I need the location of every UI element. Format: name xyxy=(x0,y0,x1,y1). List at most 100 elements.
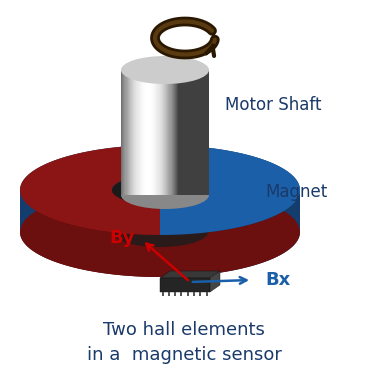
Polygon shape xyxy=(186,70,187,195)
Polygon shape xyxy=(129,70,130,195)
Polygon shape xyxy=(204,70,205,195)
Polygon shape xyxy=(157,70,158,195)
Polygon shape xyxy=(132,70,133,195)
Polygon shape xyxy=(160,278,210,292)
Polygon shape xyxy=(170,70,171,195)
Polygon shape xyxy=(164,70,165,195)
Polygon shape xyxy=(160,70,162,195)
Polygon shape xyxy=(143,70,144,195)
Polygon shape xyxy=(20,145,160,235)
Polygon shape xyxy=(205,70,206,195)
Polygon shape xyxy=(142,70,143,195)
Polygon shape xyxy=(133,70,134,195)
Text: Motor Shaft: Motor Shaft xyxy=(225,96,322,114)
Polygon shape xyxy=(210,271,220,292)
Polygon shape xyxy=(144,70,145,195)
Ellipse shape xyxy=(121,181,209,209)
Polygon shape xyxy=(168,292,170,296)
Polygon shape xyxy=(199,292,201,296)
Polygon shape xyxy=(206,70,207,195)
Polygon shape xyxy=(148,70,149,195)
Polygon shape xyxy=(123,70,124,195)
Polygon shape xyxy=(160,187,300,277)
Polygon shape xyxy=(20,145,300,232)
Polygon shape xyxy=(195,70,196,195)
Polygon shape xyxy=(138,70,139,195)
Polygon shape xyxy=(207,70,208,195)
Text: Two hall elements: Two hall elements xyxy=(103,321,265,339)
Polygon shape xyxy=(155,70,156,195)
Polygon shape xyxy=(181,70,183,195)
Polygon shape xyxy=(180,292,182,296)
Polygon shape xyxy=(176,70,177,195)
Polygon shape xyxy=(173,70,174,195)
Polygon shape xyxy=(162,292,164,296)
Polygon shape xyxy=(152,70,153,195)
Polygon shape xyxy=(197,70,198,195)
Polygon shape xyxy=(160,145,300,235)
Polygon shape xyxy=(201,70,202,195)
Polygon shape xyxy=(187,292,189,296)
Polygon shape xyxy=(20,190,300,277)
Polygon shape xyxy=(174,70,175,195)
Polygon shape xyxy=(192,70,194,195)
Polygon shape xyxy=(202,70,204,195)
Polygon shape xyxy=(208,70,209,195)
Polygon shape xyxy=(191,70,192,195)
Polygon shape xyxy=(124,70,125,195)
Polygon shape xyxy=(183,70,184,195)
Polygon shape xyxy=(177,70,178,195)
Polygon shape xyxy=(206,292,208,296)
Ellipse shape xyxy=(121,56,209,84)
Polygon shape xyxy=(156,70,157,195)
Polygon shape xyxy=(122,70,123,195)
Polygon shape xyxy=(151,70,152,195)
Polygon shape xyxy=(190,70,191,195)
Polygon shape xyxy=(112,190,208,247)
Text: Bx: Bx xyxy=(265,271,290,289)
Polygon shape xyxy=(187,70,188,195)
Polygon shape xyxy=(174,292,176,296)
Polygon shape xyxy=(165,70,166,195)
Polygon shape xyxy=(198,70,199,195)
Polygon shape xyxy=(139,70,140,195)
Polygon shape xyxy=(127,70,128,195)
Polygon shape xyxy=(168,70,169,195)
Polygon shape xyxy=(140,70,141,195)
Polygon shape xyxy=(169,70,170,195)
Polygon shape xyxy=(188,70,189,195)
Polygon shape xyxy=(162,70,163,195)
Polygon shape xyxy=(199,70,200,195)
Text: in a  magnetic sensor: in a magnetic sensor xyxy=(86,346,282,364)
Text: Magnet: Magnet xyxy=(265,183,327,201)
Polygon shape xyxy=(196,70,197,195)
Polygon shape xyxy=(153,70,154,195)
Polygon shape xyxy=(134,70,135,195)
Polygon shape xyxy=(180,70,181,195)
Polygon shape xyxy=(131,70,132,195)
Polygon shape xyxy=(200,70,201,195)
Text: By: By xyxy=(109,229,135,247)
Polygon shape xyxy=(128,70,129,195)
Polygon shape xyxy=(141,70,142,195)
Ellipse shape xyxy=(112,175,208,205)
Polygon shape xyxy=(189,70,190,195)
Polygon shape xyxy=(166,70,167,195)
Polygon shape xyxy=(193,292,195,296)
Polygon shape xyxy=(137,70,138,195)
Polygon shape xyxy=(146,70,148,195)
Polygon shape xyxy=(175,70,176,195)
Polygon shape xyxy=(159,70,160,195)
Polygon shape xyxy=(171,70,173,195)
Polygon shape xyxy=(184,70,185,195)
Polygon shape xyxy=(179,70,180,195)
Polygon shape xyxy=(163,70,164,195)
Polygon shape xyxy=(158,70,159,195)
Polygon shape xyxy=(130,70,131,195)
Polygon shape xyxy=(149,70,150,195)
Polygon shape xyxy=(145,70,146,195)
Polygon shape xyxy=(125,70,127,195)
Polygon shape xyxy=(185,70,186,195)
Polygon shape xyxy=(20,187,160,277)
Polygon shape xyxy=(121,70,122,195)
